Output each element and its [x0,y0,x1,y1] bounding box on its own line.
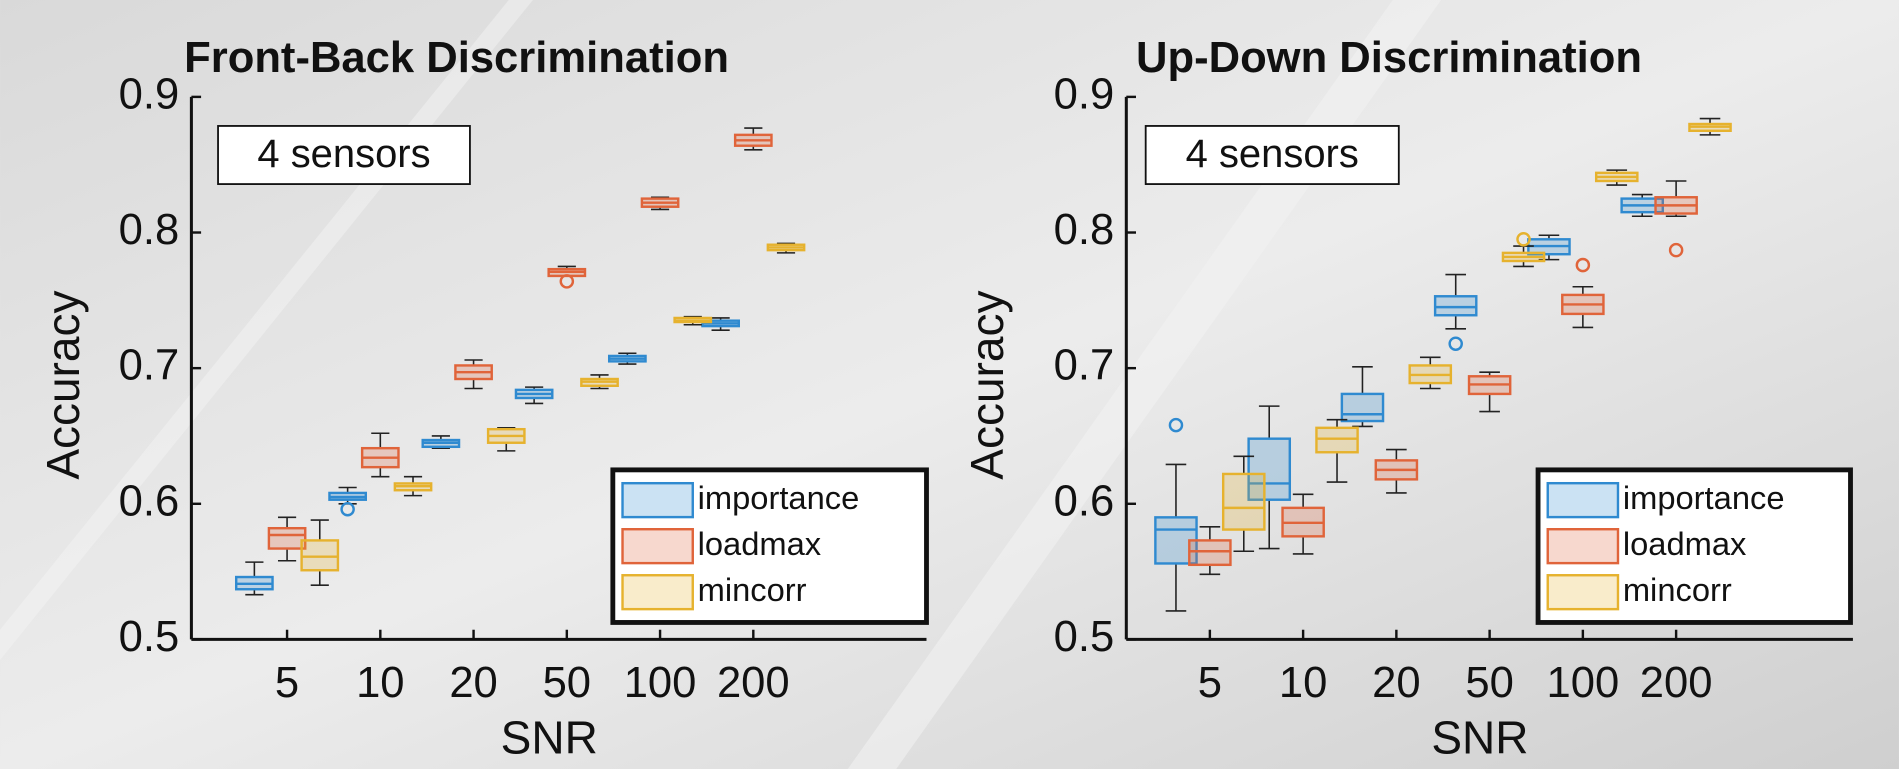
annotation: 4 sensors [1186,132,1359,176]
annotation: 4 sensors [257,132,430,176]
x-tick-label: 5 [275,659,299,707]
x-tick-label: 100 [624,659,697,707]
x-tick-label: 100 [1547,659,1620,707]
box [1435,296,1476,315]
box [269,528,305,548]
y-tick-label: 0.6 [119,477,180,525]
y-tick-label: 0.9 [1054,70,1115,118]
x-tick-label: 10 [1279,659,1327,707]
legend-swatch [1548,529,1618,563]
box [1316,428,1357,452]
figure: Front-Back Discrimination 0.5 0.6 0.7 0.8 0.9… [0,0,1899,769]
y-tick-label: 0.5 [1054,613,1115,661]
legend-swatch [1548,575,1618,609]
x-tick-label: 50 [1465,659,1513,707]
x-tick-label: 10 [356,659,404,707]
legend-label: importance [1623,479,1785,516]
x-axis-label: SNR [501,711,598,763]
y-axis-label: Accuracy [961,291,1013,480]
y-tick-label: 0.8 [119,206,180,254]
y-tick-label: 0.8 [1054,206,1115,254]
legend-label: loadmax [698,525,822,562]
box [1342,394,1383,421]
legend-swatch [623,529,693,563]
box [1189,540,1230,564]
x-axis-label: SNR [1431,711,1528,763]
box [302,540,338,570]
box [1223,474,1264,530]
x-tick-label: 200 [1640,659,1713,707]
legend-label: loadmax [1623,525,1747,562]
y-axis-label: Accuracy [37,291,89,480]
y-tick-label: 0.5 [119,613,180,661]
x-tick-label: 200 [717,659,790,707]
chart-title: Front-Back Discrimination [184,34,729,82]
y-tick-label: 0.6 [1054,477,1115,525]
y-tick-label: 0.7 [119,342,180,390]
y-tick-label: 0.7 [1054,342,1115,390]
legend-swatch [623,483,693,517]
legend-label: importance [698,479,860,516]
legend-swatch [623,575,693,609]
x-tick-label: 20 [449,659,497,707]
legend-label: mincorr [698,571,807,608]
chart-title: Up-Down Discrimination [1136,34,1642,82]
box-group [642,197,678,209]
x-tick-label: 20 [1372,659,1420,707]
page: {"chart_data": [ {"type": "box", "title"… [0,0,1899,769]
box-group [609,353,645,364]
legend-swatch [1548,483,1618,517]
x-tick-label: 5 [1198,659,1222,707]
y-tick-label: 0.9 [119,70,180,118]
legend-label: mincorr [1623,571,1732,608]
x-tick-label: 50 [543,659,591,707]
